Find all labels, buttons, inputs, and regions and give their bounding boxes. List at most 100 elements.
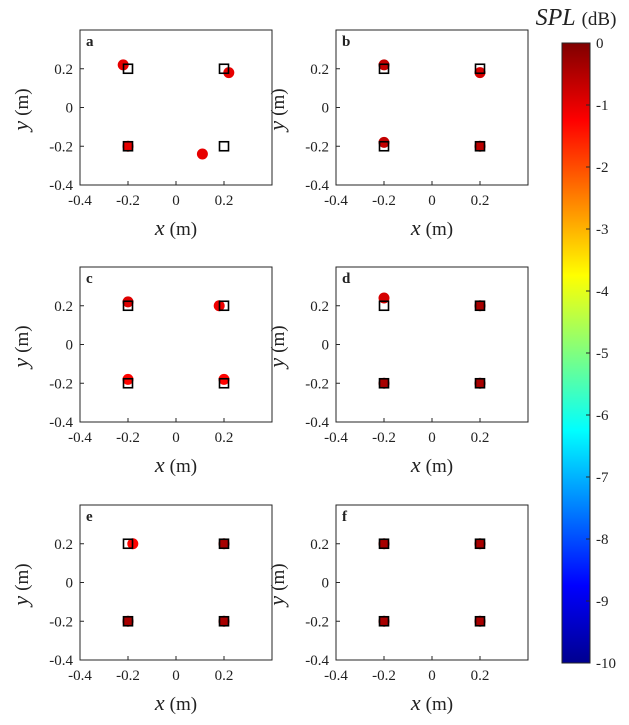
colorbar-tick-label: -8 — [596, 532, 609, 548]
y-tick-label: -0.2 — [49, 139, 73, 155]
estimated-source-point — [474, 615, 486, 627]
true-source-marker — [122, 538, 134, 550]
x-axis-symbol: x — [154, 690, 165, 715]
y-tick-label: 0.2 — [310, 62, 329, 78]
y-axis-symbol: y — [8, 358, 33, 370]
colorbar-title: SPL (dB) — [536, 5, 617, 31]
y-axis-symbol: y — [264, 121, 289, 133]
plot-area — [79, 266, 273, 423]
y-tick-label: -0.4 — [305, 178, 329, 194]
x-tick-label: 0 — [428, 193, 436, 209]
colorbar-tick-label: -6 — [596, 408, 609, 424]
true-source-marker — [378, 538, 390, 550]
panel-d: -0.4 -0.2 0 0.2-0.4-0.200.2x (m)y(m)d — [264, 266, 529, 477]
estimated-source-point — [474, 140, 486, 152]
y-tick-label: -0.2 — [49, 614, 73, 630]
true-source-marker — [378, 300, 390, 312]
x-tick-label: -0.4 — [324, 193, 348, 209]
colorbar-tick-label: -5 — [596, 346, 609, 362]
y-axis-symbol: y — [8, 596, 33, 608]
y-tick-label: 0 — [322, 576, 330, 592]
estimated-source-point — [218, 538, 230, 550]
panel-letter: b — [342, 34, 350, 50]
panels: -0.4 -0.2 0 0.2-0.4-0.200.2x (m)y(m)a-0.4 -0.… — [8, 29, 529, 715]
estimated-source-point — [378, 615, 390, 627]
x-axis-unit: (m) — [426, 219, 453, 240]
true-source-marker — [122, 377, 134, 389]
x-tick-label: -0.2 — [116, 193, 140, 209]
colorbar-tick-label: -1 — [596, 98, 609, 114]
y-tick-label: 0 — [322, 101, 330, 117]
panel-f: -0.4 -0.2 0 0.2-0.4-0.200.2x (m)y(m)f — [264, 504, 529, 715]
panel-letter: e — [86, 509, 93, 525]
x-axis-unit: (m) — [170, 694, 197, 715]
x-tick-label: 0 — [428, 668, 436, 684]
panel-c: -0.4 -0.2 0 0.2-0.4-0.200.2x (m)y(m)c — [8, 266, 273, 477]
colorbar-gradient — [561, 42, 591, 664]
y-tick-label: 0 — [66, 338, 74, 354]
x-tick-label: 0.2 — [471, 668, 490, 684]
y-tick-label: -0.2 — [305, 376, 329, 392]
x-tick-label: 0 — [428, 430, 436, 446]
x-axis-symbol: x — [154, 452, 165, 477]
y-tick-label: 0.2 — [310, 299, 329, 315]
y-axis-unit: (m) — [268, 325, 289, 352]
true-source-marker — [474, 63, 486, 75]
x-axis-symbol: x — [410, 452, 421, 477]
estimated-source-point — [196, 148, 208, 160]
estimated-source-point — [122, 615, 134, 627]
y-axis-label: y (m) — [264, 88, 289, 132]
y-tick-label: 0.2 — [54, 62, 73, 78]
panel-e: -0.4 -0.2 0 0.2-0.4-0.200.2x (m)y(m)e — [8, 504, 273, 715]
colorbar-tick-label: -9 — [596, 594, 609, 610]
colorbar-tick-label: -10 — [596, 656, 616, 672]
x-tick-label: -0.4 — [324, 668, 348, 684]
x-tick-label: 0.2 — [215, 430, 234, 446]
colorbar-tick-label: -4 — [596, 284, 609, 300]
panel-b: -0.4 -0.2 0 0.2-0.4-0.200.2x (m)y(m)b — [264, 29, 529, 240]
x-axis-unit: (m) — [170, 456, 197, 477]
colorbar-tick-label: 0 — [596, 36, 604, 52]
true-source-marker — [474, 300, 486, 312]
y-axis-label: y (m) — [8, 563, 33, 607]
true-source-marker — [122, 300, 134, 312]
y-tick-label: -0.2 — [305, 139, 329, 155]
y-tick-label: 0 — [322, 338, 330, 354]
true-source-marker — [218, 63, 230, 75]
x-tick-label: 0 — [172, 430, 180, 446]
estimated-source-point — [122, 140, 134, 152]
y-axis-unit: (m) — [12, 563, 33, 590]
true-source-marker — [218, 615, 230, 627]
y-axis-label: y (m) — [264, 325, 289, 369]
y-axis-symbol: y — [8, 121, 33, 133]
colorbar-tick-label: -7 — [596, 470, 609, 486]
y-axis-label: y (m) — [8, 325, 33, 369]
panel-letter: a — [86, 34, 94, 50]
x-axis-unit: (m) — [426, 694, 453, 715]
x-tick-label: 0.2 — [215, 193, 234, 209]
plot-area — [79, 29, 273, 186]
y-axis-symbol: y — [264, 596, 289, 608]
y-axis-unit: (m) — [12, 88, 33, 115]
true-source-marker — [474, 140, 486, 152]
estimated-source-point — [378, 377, 390, 389]
true-source-marker — [218, 538, 230, 550]
x-tick-label: -0.2 — [116, 668, 140, 684]
plot-area — [335, 504, 529, 661]
y-axis-unit: (m) — [268, 88, 289, 115]
y-axis-symbol: y — [264, 358, 289, 370]
true-source-marker — [122, 615, 134, 627]
x-tick-label: -0.2 — [372, 430, 396, 446]
y-axis-label: y (m) — [264, 563, 289, 607]
true-source-marker — [378, 377, 390, 389]
y-tick-label: -0.4 — [49, 415, 73, 431]
true-source-marker — [122, 140, 134, 152]
true-source-marker — [474, 615, 486, 627]
x-axis-symbol: x — [410, 690, 421, 715]
true-source-marker — [218, 140, 230, 152]
x-axis-label: x (m) — [410, 690, 453, 715]
y-tick-label: 0.2 — [54, 537, 73, 553]
panel-letter: c — [86, 271, 93, 287]
x-tick-label: -0.2 — [372, 193, 396, 209]
